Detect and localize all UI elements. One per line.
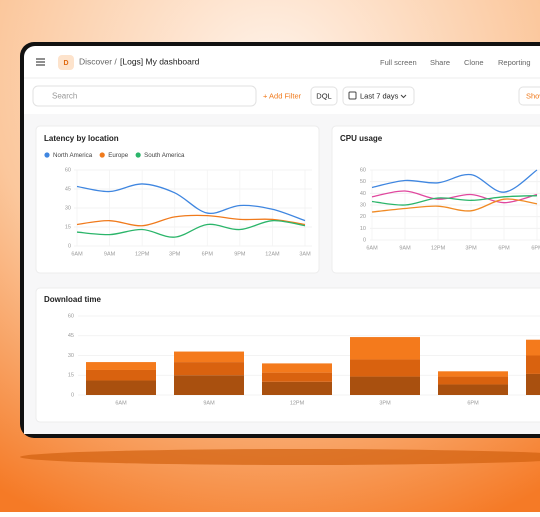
bar-segment [86, 380, 156, 395]
line [76, 220, 306, 238]
x-tick-label: 6PM [498, 245, 510, 251]
x-tick-label: 3AM [299, 251, 311, 257]
badge [58, 55, 74, 70]
panel-title: CPU usage [340, 134, 383, 143]
y-tick-label: 0 [68, 243, 71, 249]
bar-segment [350, 359, 420, 377]
y-tick-label: 30 [65, 205, 71, 211]
bar-segment [526, 355, 540, 374]
y-tick-label: 30 [68, 353, 74, 359]
action[interactable]: Full screen [380, 58, 417, 67]
action[interactable]: Reporting [498, 58, 531, 67]
y-tick-label: 20 [360, 214, 366, 220]
bar-segment [262, 381, 332, 395]
bar-segment [350, 376, 420, 395]
x-tick-label: 3PM [465, 245, 477, 251]
y-tick-label: 45 [68, 333, 74, 339]
menu-icon[interactable] [36, 58, 45, 66]
panel [35, 287, 540, 423]
line [371, 169, 538, 193]
legend-swatch [99, 152, 105, 158]
legend-label: South America [144, 152, 185, 159]
bar-segment [86, 362, 156, 370]
legend-swatch [135, 152, 141, 158]
action[interactable]: Clone [464, 58, 484, 67]
bar-segment [438, 376, 508, 385]
x-tick-label: 6PM [467, 400, 479, 406]
x-tick-label: 12PM [135, 251, 150, 257]
bar-segment [350, 337, 420, 360]
search-placeholder: Search [52, 92, 77, 101]
x-tick-label: 12PM [290, 400, 305, 406]
legend-label: Europe [108, 152, 129, 159]
bar-segment [526, 373, 540, 395]
x-tick-label: 6AM [71, 251, 83, 257]
bar-segment [174, 362, 244, 376]
y-tick-label: 30 [360, 202, 366, 208]
x-tick-label: 9PM [234, 251, 246, 257]
show-label: Show [526, 91, 540, 100]
line [371, 190, 538, 204]
y-tick-label: 0 [71, 392, 74, 398]
calendar-icon [348, 91, 357, 100]
x-tick-label: 6AM [366, 245, 378, 251]
bar-segment [262, 372, 332, 382]
panel-title: Latency by location [44, 134, 119, 143]
x-tick-label: 3PM [379, 400, 391, 406]
panel [35, 125, 320, 274]
x-tick-label: 3PM [169, 251, 181, 257]
shadow [20, 449, 540, 465]
line [371, 198, 538, 213]
line [371, 195, 538, 206]
panel-title: Download time [44, 295, 101, 304]
x-tick-label: 9AM [104, 251, 116, 257]
y-tick-label: 40 [360, 191, 366, 197]
dql-button[interactable] [310, 86, 338, 106]
y-tick-label: 60 [360, 167, 366, 173]
bar-segment [86, 369, 156, 381]
bar-segment [174, 351, 244, 363]
x-tick-label: 9AM [399, 245, 411, 251]
x-tick-label: 12PM [431, 245, 446, 251]
x-tick-label: 6PM [202, 251, 214, 257]
chevron [400, 94, 407, 99]
breadcrumb[interactable]: Discover / [79, 56, 117, 66]
legend-label: North America [53, 152, 93, 159]
y-tick-label: 45 [65, 186, 71, 192]
y-tick-label: 60 [68, 313, 74, 319]
y-tick-label: 60 [65, 167, 71, 173]
badge-text: D [63, 60, 68, 67]
search-box[interactable] [32, 85, 257, 107]
time-picker[interactable] [342, 86, 415, 106]
bar-segment [438, 371, 508, 377]
y-tick-label: 0 [363, 237, 366, 243]
y-tick-label: 50 [360, 179, 366, 185]
line [76, 214, 306, 227]
y-tick-label: 15 [65, 224, 71, 230]
dql-label: DQL [316, 91, 331, 100]
show-button[interactable] [518, 86, 540, 106]
x-tick-label: 6PM [531, 245, 540, 251]
legend-swatch [44, 152, 50, 158]
x-tick-label: 12AM [265, 251, 280, 257]
bar-segment [262, 363, 332, 373]
bar-segment [174, 375, 244, 395]
time-range: Last 7 days [360, 91, 399, 100]
x-tick-label: 9AM [203, 400, 215, 406]
line [76, 183, 306, 222]
action[interactable]: Share [430, 58, 450, 67]
dashboard-title: [Logs] My dashboard [120, 56, 200, 66]
bar-segment [438, 384, 508, 395]
y-tick-label: 10 [360, 226, 366, 232]
y-tick-label: 15 [68, 373, 74, 379]
bar-segment [526, 339, 540, 356]
x-tick-label: 6AM [115, 400, 127, 406]
add-filter[interactable]: + Add Filter [263, 91, 302, 100]
